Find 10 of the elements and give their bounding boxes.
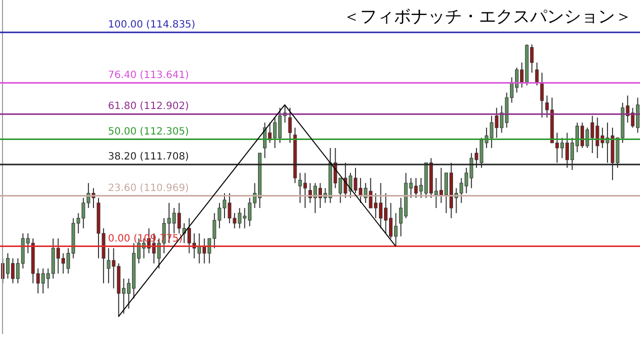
ref-line-label: 61.80 (112.902) <box>108 101 190 112</box>
candlestick <box>540 72 544 118</box>
candlestick <box>288 107 292 144</box>
ref-line-label: 38.20 (111.708) <box>108 152 190 163</box>
ref-line-label: 76.40 (113.641) <box>108 70 190 81</box>
chart-title: ＜フィボナッチ・エクスパンション＞ <box>343 7 632 27</box>
ref-line-label: 50.00 (112.305) <box>108 126 190 138</box>
ref-line-label: 23.60 (110.969) <box>108 182 190 194</box>
candlestick <box>535 62 539 86</box>
ref-line-label: 100.00 (114.835) <box>108 19 196 30</box>
